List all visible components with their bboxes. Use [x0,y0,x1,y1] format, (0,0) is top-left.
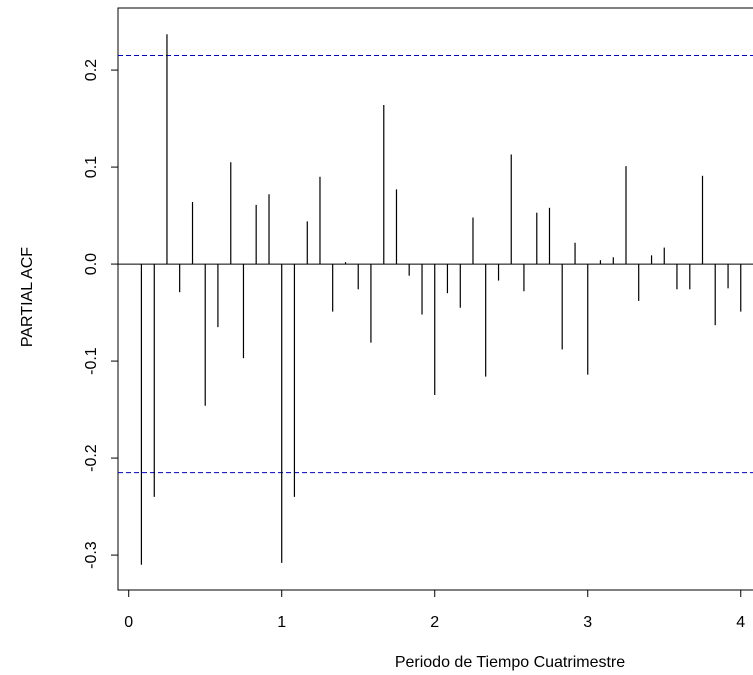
x-tick-label: 1 [277,614,286,631]
y-tick-label: -0.1 [83,347,100,375]
y-tick-label: -0.2 [83,444,100,472]
x-axis-label: Periodo de Tiempo Cuatrimestre [395,654,625,671]
x-tick-label: 0 [124,614,133,631]
x-tick-label: 3 [583,614,592,631]
x-tick-label: 4 [736,614,745,631]
y-tick-label: 0.1 [83,156,100,178]
y-axis-label: PARTIAL ACF [19,247,36,347]
y-tick-label: 0.2 [83,59,100,81]
y-tick-label: -0.3 [83,541,100,569]
x-tick-label: 2 [430,614,439,631]
plot-frame [117,7,753,591]
y-tick-label: 0.0 [83,253,100,275]
